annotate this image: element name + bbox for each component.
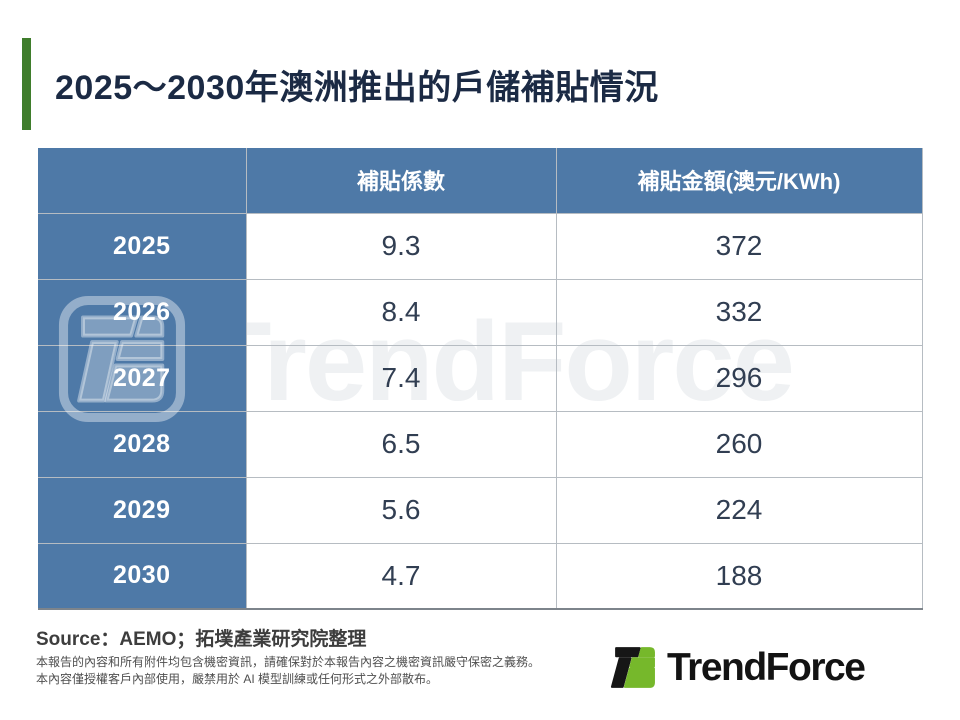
corner-cell: [38, 148, 247, 214]
year-cell: 2028: [38, 410, 247, 478]
amount-cell: 372: [555, 212, 923, 280]
col-header-coefficient: 補貼係數: [245, 148, 557, 214]
table-row: 2029 5.6 224: [38, 476, 923, 544]
trendforce-logo-icon: [610, 647, 655, 688]
coefficient-cell: 4.7: [245, 542, 557, 610]
year-cell: 2029: [38, 476, 247, 544]
table-row: 2025 9.3 372: [38, 212, 923, 280]
coefficient-cell: 9.3: [245, 212, 557, 280]
subsidy-table: 補貼係數 補貼金額(澳元/KWh) 2025 9.3 372 2026 8.4 332 20…: [38, 148, 923, 610]
amount-cell: 224: [555, 476, 923, 544]
table-row: 2027 7.4 296: [38, 344, 923, 412]
coefficient-cell: 8.4: [245, 278, 557, 346]
table-body: 2025 9.3 372 2026 8.4 332 2027 7.4 296 2028 6.5 260…: [38, 212, 923, 610]
year-cell: 2025: [38, 212, 247, 280]
coefficient-cell: 7.4: [245, 344, 557, 412]
year-cell: 2030: [38, 542, 247, 610]
year-cell: 2026: [38, 278, 247, 346]
page-title: 2025～2030年澳洲推出的戶儲補貼情況: [55, 69, 659, 107]
source-line: Source：AEMO；拓墣產業研究院整理: [36, 629, 367, 650]
table-row: 2030 4.7 188: [38, 542, 923, 610]
trendforce-logo-text: TrendForce: [667, 645, 866, 689]
amount-cell: 188: [555, 542, 923, 610]
amount-cell: 260: [555, 410, 923, 478]
col-header-amount: 補貼金額(澳元/KWh): [555, 148, 923, 214]
amount-cell: 332: [555, 278, 923, 346]
amount-cell: 296: [555, 344, 923, 412]
table-row: 2026 8.4 332: [38, 278, 923, 346]
disclaimer-line-1: 本報告的內容和所有附件均包含機密資訊，請確保對於本報告內容之機密資訊嚴守保密之義…: [36, 655, 541, 669]
table-header: 補貼係數 補貼金額(澳元/KWh): [38, 148, 923, 214]
disclaimer-line-2: 本內容僅授權客戶內部使用，嚴禁用於 AI 模型訓練或任何形式之外部散布。: [36, 672, 439, 686]
coefficient-cell: 6.5: [245, 410, 557, 478]
table-row: 2028 6.5 260: [38, 410, 923, 478]
disclaimer: 本報告的內容和所有附件均包含機密資訊，請確保對於本報告內容之機密資訊嚴守保密之義…: [36, 654, 540, 688]
title-accent-bar: [22, 38, 31, 130]
year-cell: 2027: [38, 344, 247, 412]
trendforce-logo: TrendForce: [610, 644, 866, 691]
coefficient-cell: 5.6: [245, 476, 557, 544]
